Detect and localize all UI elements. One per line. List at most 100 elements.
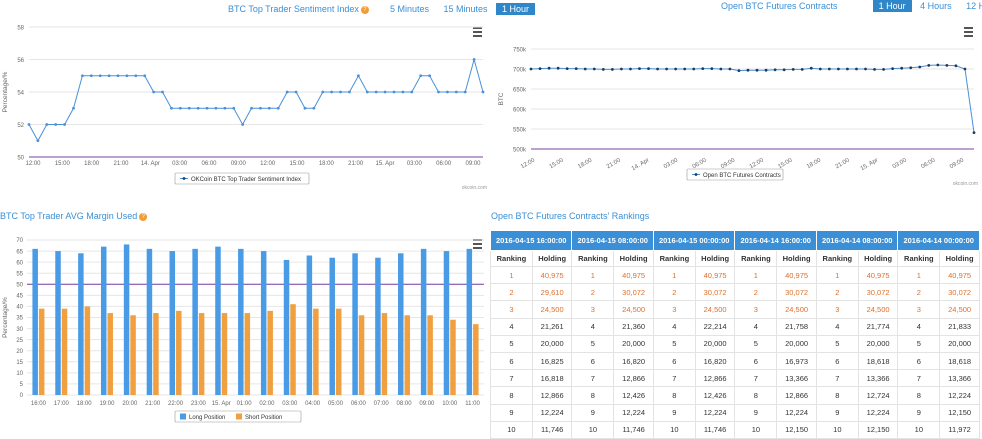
data-point — [556, 66, 560, 70]
data-point — [365, 90, 369, 94]
y-tick-label: 55 — [16, 271, 23, 277]
short-position-bar — [244, 313, 251, 395]
data-point — [710, 67, 714, 70]
data-point — [574, 67, 578, 70]
sentiment-chart: 50 52 54 56 58 Percentage/% 12:00 15:00 18:00 21:… — [2, 26, 487, 192]
data-point — [472, 58, 476, 61]
sentiment-menu-icon[interactable] — [473, 27, 482, 39]
data-point — [259, 106, 262, 110]
legend-label: Short Position — [245, 415, 282, 421]
holding-cell: 24,500 — [694, 300, 736, 319]
sentiment-5min-button[interactable]: 5 Minutes — [389, 4, 429, 14]
holding-cell: 40,975 — [531, 265, 573, 285]
short-position-bar — [358, 315, 365, 395]
rankings-date-header: 2016-04-15 08:00:00 — [571, 230, 654, 251]
x-tick-label: 15:00 — [55, 161, 71, 167]
long-position-bar — [192, 248, 198, 395]
x-tick-label: 04:00 — [305, 401, 321, 407]
futures-12hours-button[interactable]: 12 Hours — [966, 1, 982, 11]
holding-cell: 11,972 — [939, 420, 980, 439]
x-tick-label: 19:00 — [99, 401, 115, 407]
data-point — [782, 68, 786, 72]
y-tick-label: 750k — [513, 48, 527, 54]
ranking-cell: 10 — [815, 420, 859, 439]
data-point — [882, 68, 885, 71]
data-point — [134, 74, 138, 78]
holding-column-header: Holding — [613, 250, 654, 267]
data-point — [855, 67, 858, 71]
sentiment-help-icon[interactable]: ? — [360, 5, 369, 14]
sentiment-15min-button[interactable]: 15 Minutes — [443, 4, 488, 14]
sentiment-1hour-button[interactable]: 1 Hour — [496, 3, 536, 15]
y-tick-label: 58 — [17, 26, 24, 32]
x-tick-label: 03:00 — [282, 401, 298, 407]
holding-cell: 40,975 — [939, 265, 980, 285]
ranking-cell: 4 — [490, 317, 533, 336]
data-point — [529, 67, 533, 71]
data-point — [773, 68, 777, 72]
y-tick-label: 550k — [513, 128, 527, 134]
data-point — [827, 67, 831, 71]
ranking-cell: 8 — [897, 386, 941, 405]
ranking-cell: 10 — [652, 420, 696, 439]
x-tick-label: 09:00 — [231, 161, 247, 167]
futures-1hour-button[interactable]: 1 Hour — [872, 0, 912, 12]
data-point — [610, 68, 614, 71]
short-position-bar — [290, 304, 296, 395]
data-point — [392, 90, 396, 94]
ranking-cell: 4 — [734, 317, 778, 336]
ranking-cell: 9 — [490, 403, 533, 422]
holding-cell: 12,150 — [857, 420, 899, 439]
short-position-bar — [221, 313, 228, 395]
y-tick-label: 52 — [17, 123, 24, 129]
long-position-bar — [283, 259, 290, 395]
rankings-date-header: 2016-04-14 16:00:00 — [734, 230, 817, 251]
ranking-cell: 4 — [652, 317, 696, 336]
data-point — [294, 90, 298, 94]
data-point — [419, 74, 423, 78]
data-point — [63, 123, 67, 126]
x-tick-label: 09:00 — [720, 157, 737, 170]
x-tick-label: 09:00 — [949, 157, 966, 170]
y-tick-label: 650k — [513, 88, 527, 94]
table-row: 4 21,261 4 21,360 4 22,214 4 21,758 4 21,774 4 21,8… — [490, 317, 980, 336]
rankings-date-header: 2016-04-15 00:00:00 — [652, 230, 736, 251]
holding-cell: 11,746 — [694, 420, 736, 439]
legend-symbol — [182, 177, 186, 180]
holding-column-header: Holding — [531, 250, 573, 267]
x-tick-label: 15. Apr — [375, 161, 394, 167]
x-tick-label: 21:00 — [835, 157, 852, 170]
ranking-cell: 8 — [490, 386, 533, 405]
ranking-cell: 8 — [571, 386, 615, 405]
futures-4hours-button[interactable]: 4 Hours — [920, 1, 952, 11]
ranking-cell: 6 — [571, 351, 615, 371]
x-tick-label: 07:00 — [374, 401, 390, 407]
ranking-cell: 10 — [571, 420, 615, 439]
holding-cell: 20,000 — [694, 334, 736, 353]
y-tick-label: 65 — [16, 249, 23, 255]
legend-symbol — [694, 173, 698, 176]
data-point — [481, 90, 485, 94]
holding-column-header: Holding — [694, 250, 736, 267]
holding-cell: 29,610 — [531, 283, 573, 302]
y-tick-label: 30 — [16, 327, 23, 333]
margin-help-icon[interactable]: ? — [139, 212, 148, 221]
holding-cell: 22,214 — [694, 317, 736, 336]
long-position-bar — [260, 251, 267, 395]
y-tick-label: 45 — [16, 294, 23, 300]
series-line — [28, 57, 484, 142]
rankings-date-header: 2016-04-15 16:00:00 — [489, 230, 573, 251]
y-tick-label: 50 — [16, 282, 23, 288]
holding-cell: 16,818 — [531, 369, 573, 388]
ranking-cell: 9 — [815, 403, 859, 422]
holding-cell: 21,833 — [939, 317, 980, 336]
ranking-cell: 4 — [571, 317, 615, 336]
x-tick-label: 03:00 — [407, 161, 423, 167]
short-position-bar — [427, 315, 433, 395]
x-tick-label: 06:00 — [692, 157, 709, 170]
data-point — [312, 106, 316, 110]
holding-cell: 12,426 — [694, 386, 736, 405]
holding-cell: 13,366 — [776, 369, 817, 388]
holding-cell: 11,746 — [613, 420, 654, 439]
futures-menu-icon[interactable] — [964, 27, 973, 39]
